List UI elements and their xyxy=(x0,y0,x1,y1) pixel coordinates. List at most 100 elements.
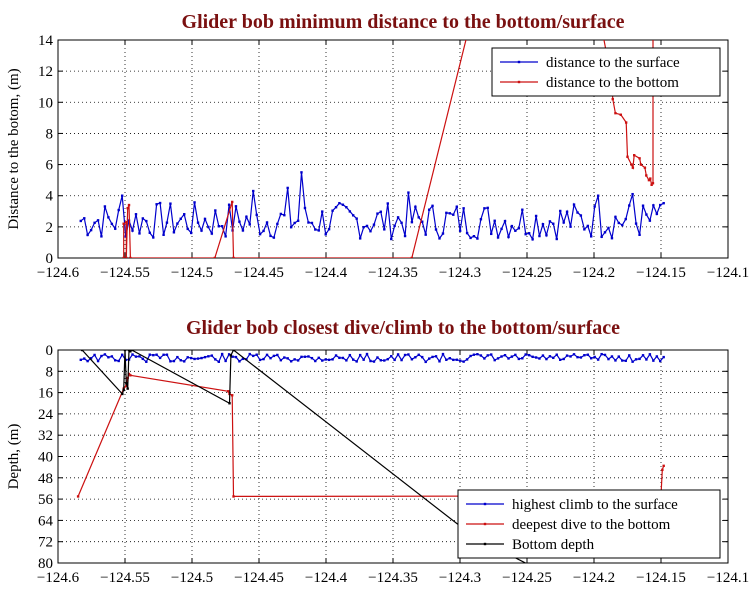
data-point xyxy=(129,374,132,377)
data-point xyxy=(427,357,431,360)
data-point xyxy=(617,221,620,225)
data-point xyxy=(527,353,531,357)
data-point xyxy=(317,356,320,360)
x-tick-label: −124.1 xyxy=(707,570,749,586)
data-point xyxy=(431,204,434,208)
data-point xyxy=(434,228,438,231)
data-point xyxy=(476,353,479,356)
data-point xyxy=(369,230,372,233)
data-point xyxy=(203,217,207,221)
data-point xyxy=(610,237,614,240)
data-point xyxy=(541,223,545,226)
data-point xyxy=(130,350,133,352)
data-point xyxy=(172,359,176,363)
data-point xyxy=(272,236,276,239)
data-point xyxy=(352,214,355,217)
data-point xyxy=(245,215,248,218)
data-point xyxy=(521,357,524,360)
data-point xyxy=(189,356,193,360)
data-point xyxy=(79,219,82,223)
data-point xyxy=(455,358,458,361)
data-point xyxy=(386,202,389,205)
data-point xyxy=(176,222,179,225)
data-point xyxy=(220,352,224,356)
data-point xyxy=(393,224,396,228)
data-point xyxy=(396,216,400,219)
data-point xyxy=(103,353,107,356)
data-point xyxy=(114,359,117,362)
data-point xyxy=(441,232,445,235)
data-point xyxy=(555,237,558,241)
data-point xyxy=(466,36,468,38)
data-point xyxy=(327,227,331,231)
legend-swatch-marker xyxy=(517,60,521,64)
data-point xyxy=(238,360,241,363)
data-point xyxy=(566,583,568,585)
data-point xyxy=(619,113,622,116)
data-point xyxy=(645,174,648,177)
data-point xyxy=(125,382,128,385)
data-point xyxy=(634,222,638,225)
data-point xyxy=(334,354,338,357)
data-point xyxy=(652,359,655,362)
data-point xyxy=(83,217,86,220)
data-point xyxy=(417,353,420,356)
data-point xyxy=(462,207,465,210)
data-point xyxy=(393,358,396,362)
data-point xyxy=(500,227,503,231)
x-tick-label: −124.6 xyxy=(37,570,80,586)
chart-title: Glider bob minimum distance to the botto… xyxy=(182,11,625,33)
data-point xyxy=(621,359,624,362)
data-point xyxy=(455,205,458,208)
data-point xyxy=(438,237,441,240)
data-point xyxy=(545,234,548,237)
data-point xyxy=(210,354,214,357)
data-point xyxy=(127,203,131,207)
data-point xyxy=(452,358,455,362)
data-point xyxy=(196,357,200,360)
data-point xyxy=(410,358,414,361)
data-point xyxy=(189,231,193,235)
data-point xyxy=(400,358,403,362)
data-point xyxy=(172,231,176,234)
data-point xyxy=(417,216,420,219)
data-point xyxy=(303,355,307,358)
data-point xyxy=(469,236,472,240)
data-point xyxy=(365,224,369,228)
data-point xyxy=(321,210,324,213)
data-point xyxy=(152,353,155,357)
data-point xyxy=(645,213,648,216)
data-point xyxy=(603,231,607,234)
data-point xyxy=(138,232,141,235)
data-point xyxy=(652,36,654,38)
data-point xyxy=(559,358,562,361)
data-point xyxy=(152,236,155,239)
data-point xyxy=(383,228,386,231)
data-point xyxy=(114,227,117,230)
data-point xyxy=(238,220,241,223)
data-point xyxy=(193,357,196,361)
data-point xyxy=(407,353,410,356)
data-point xyxy=(493,358,496,362)
y-tick-label: 56 xyxy=(38,492,54,508)
series-line-1 xyxy=(80,352,665,363)
data-point xyxy=(169,202,172,205)
data-point xyxy=(217,360,220,363)
data-point xyxy=(507,357,510,360)
data-point xyxy=(596,358,600,361)
data-point xyxy=(472,353,476,356)
data-point xyxy=(645,358,648,361)
data-point xyxy=(217,225,220,228)
data-point xyxy=(269,356,272,360)
data-point xyxy=(338,201,341,205)
data-point xyxy=(107,216,110,219)
data-point xyxy=(527,232,531,235)
data-point xyxy=(276,222,279,226)
data-point xyxy=(129,350,132,353)
data-point xyxy=(493,219,496,222)
legend: distance to the surface distance to the b… xyxy=(491,47,721,97)
data-point xyxy=(421,355,424,359)
x-tick-label: −124.4 xyxy=(305,570,348,586)
data-point xyxy=(255,213,258,217)
